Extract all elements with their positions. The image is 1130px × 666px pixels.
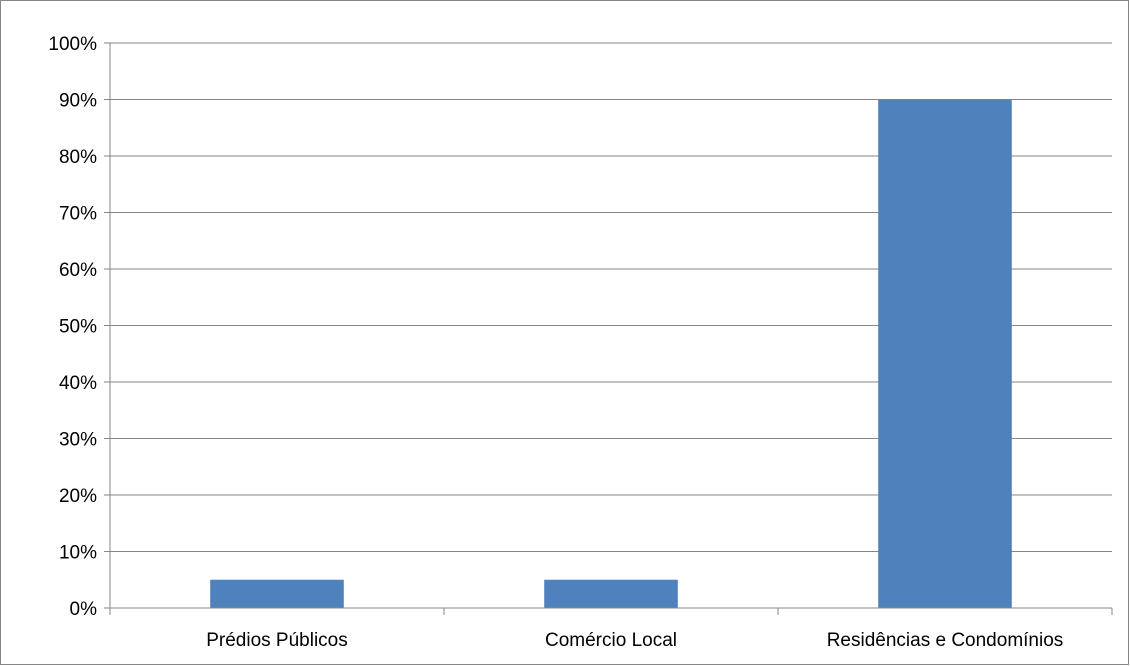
y-tick-label: 20% (59, 486, 97, 507)
x-category-labels: Prédios Públicos Comércio Local Residência… (206, 630, 1063, 651)
y-tick-label: 10% (59, 543, 97, 564)
y-tick-label: 40% (59, 373, 97, 394)
bar-2 (878, 99, 1012, 608)
y-tick-label: 80% (59, 147, 97, 168)
axes (104, 42, 1113, 615)
y-tick-label: 0% (70, 599, 98, 620)
y-tick-label: 60% (59, 260, 97, 281)
bar-1 (544, 579, 678, 608)
y-tick-label: 30% (59, 430, 97, 451)
x-category-label: Comércio Local (545, 630, 677, 651)
y-tick-label: 70% (59, 204, 97, 225)
bars (210, 99, 1012, 608)
bar-0 (210, 579, 344, 608)
y-tick-label: 100% (48, 34, 97, 55)
y-tick-labels: 0% 10% 20% 30% 40% 50% 60% 70% 80% 90% 100% (48, 34, 97, 620)
x-category-label: Prédios Públicos (206, 630, 348, 651)
y-tick-label: 50% (59, 317, 97, 338)
x-category-label: Residências e Condomínios (827, 630, 1064, 651)
y-tick-label: 90% (59, 91, 97, 112)
